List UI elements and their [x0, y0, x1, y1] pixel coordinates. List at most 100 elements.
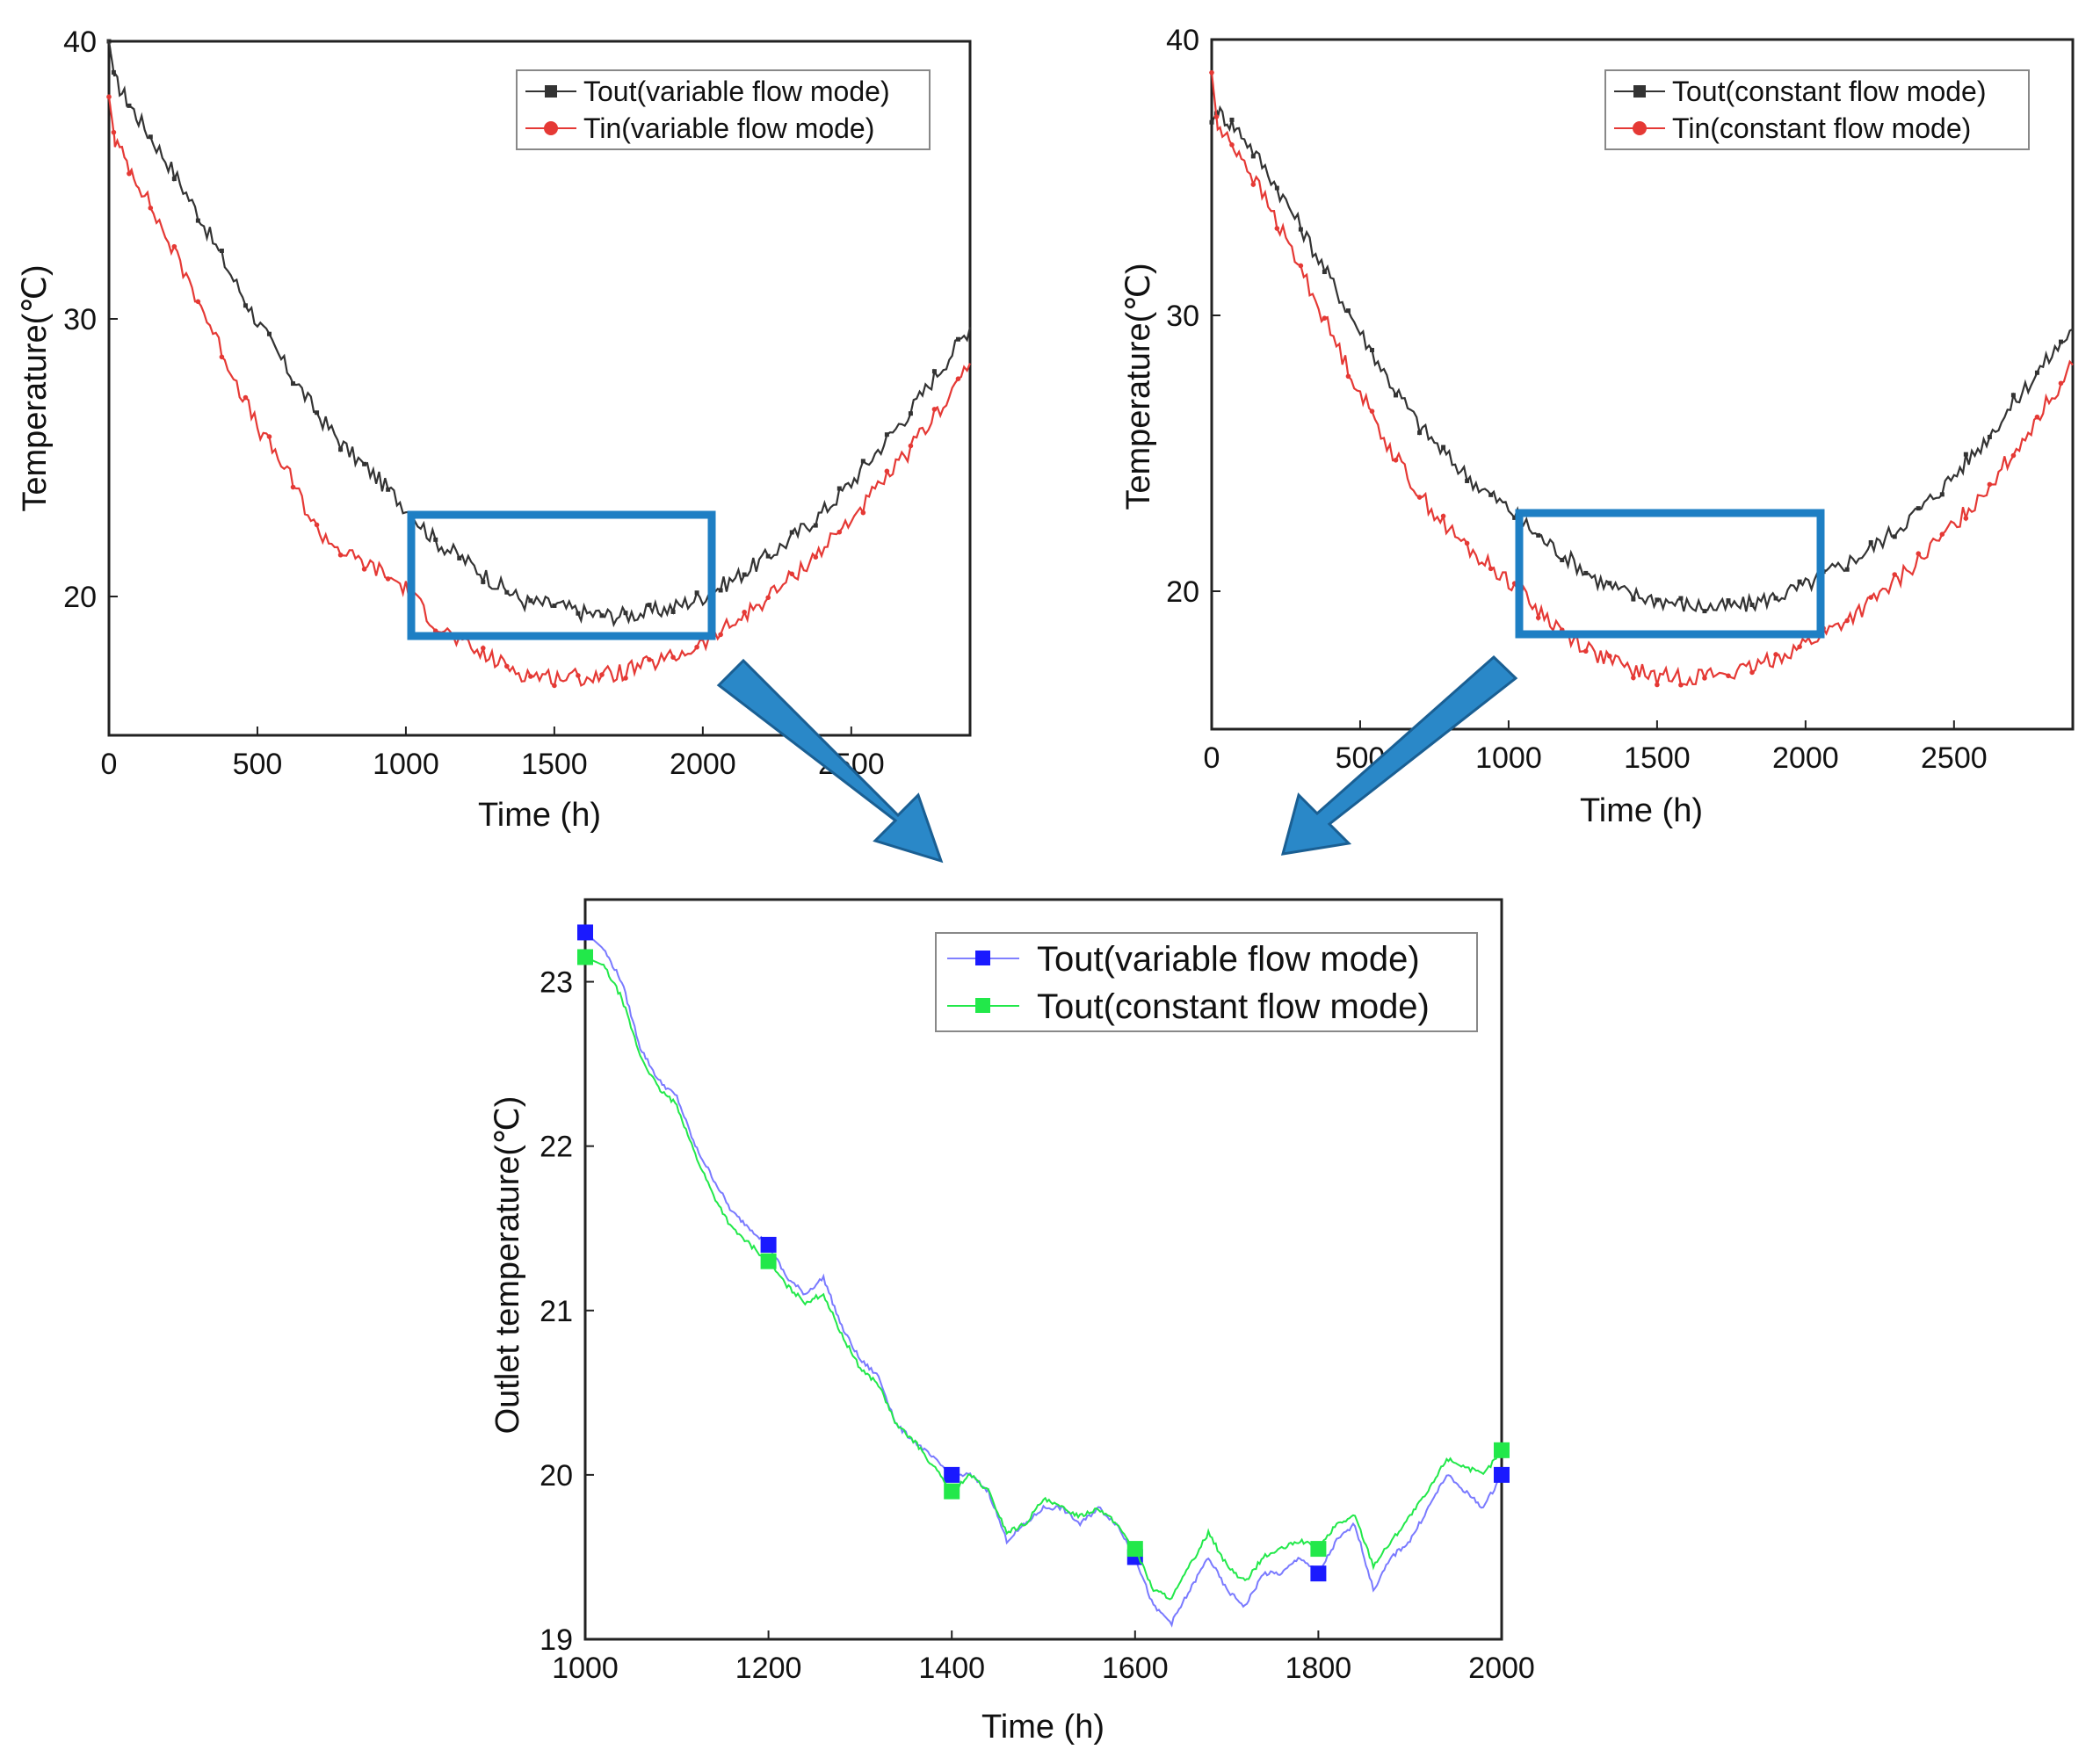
data-point: [2058, 339, 2063, 344]
data-point: [1250, 154, 1256, 159]
data-point: [243, 303, 248, 308]
data-point: [1844, 567, 1850, 572]
x-tick-label: 2000: [1772, 741, 1839, 775]
data-point: [760, 1236, 777, 1253]
x-tick-label: 1400: [918, 1652, 985, 1685]
data-point: [1209, 119, 1214, 125]
x-axis-title: Time (h): [1580, 792, 1703, 829]
series-layer: [577, 924, 1510, 1628]
data-point: [1464, 540, 1470, 546]
data-point: [127, 170, 132, 177]
data-point: [1394, 393, 1399, 398]
series-line: [584, 931, 1503, 1628]
data-point: [386, 487, 391, 492]
data-point: [599, 613, 605, 618]
data-point: [1494, 1442, 1510, 1458]
data-point: [1345, 308, 1351, 314]
data-point: [1892, 534, 1897, 539]
x-tick-label: 0: [1204, 741, 1220, 775]
data-point: [1465, 478, 1470, 483]
data-point: [1963, 452, 1968, 457]
highlight-box: [407, 510, 716, 640]
x-tick-label: 2000: [1468, 1652, 1535, 1685]
data-point: [670, 609, 676, 614]
data-point: [1844, 618, 1850, 624]
x-tick-label: 1800: [1285, 1652, 1352, 1685]
data-point: [171, 243, 177, 249]
x-tick-label: 1200: [735, 1652, 802, 1685]
data-point: [1488, 492, 1494, 497]
data-point: [1797, 579, 1802, 584]
data-point: [760, 1253, 777, 1269]
x-tick-label: 0: [101, 748, 118, 781]
series-line: [1210, 72, 2074, 687]
data-point: [1631, 675, 1636, 681]
data-point: [1322, 315, 1328, 321]
legend-label: Tout(constant flow mode): [1672, 76, 1987, 107]
legend: Tout(variable flow mode) Tin(variable fl…: [516, 69, 931, 150]
zoom-arrows: [716, 654, 1518, 864]
data-point: [1631, 596, 1636, 602]
data-point: [931, 407, 938, 412]
data-point: [1773, 596, 1778, 601]
legend-box: [1604, 69, 2030, 150]
data-point: [219, 248, 224, 253]
data-point: [433, 537, 438, 542]
data-point: [1310, 1541, 1327, 1558]
data-point: [860, 510, 866, 516]
data-point: [1607, 581, 1612, 586]
data-point: [1678, 596, 1684, 601]
plot-frame: [1210, 38, 2075, 731]
data-point: [504, 589, 510, 595]
data-point: [1916, 551, 1922, 556]
data-point: [576, 673, 581, 678]
legend-label: Tin(variable flow mode): [583, 112, 874, 144]
legend-marker-square: [1633, 85, 1646, 98]
data-point: [1702, 609, 1707, 614]
data-point: [2034, 370, 2039, 375]
data-point: [1749, 603, 1755, 608]
x-tick-label: 1600: [1102, 1652, 1169, 1685]
legend-box: [516, 69, 931, 150]
data-point: [908, 411, 913, 416]
y-tick-label: 30: [63, 303, 97, 336]
y-tick-label: 20: [63, 581, 97, 614]
data-point: [1209, 69, 1214, 76]
highlight-box: [1515, 509, 1825, 639]
x-axis-title: Time (h): [981, 1709, 1104, 1746]
data-point: [111, 129, 117, 135]
data-point: [1229, 117, 1235, 122]
data-point: [1274, 185, 1279, 191]
y-tick-label: 19: [540, 1623, 573, 1657]
series-line: [107, 40, 972, 628]
data-point: [362, 461, 367, 466]
data-point: [1607, 654, 1612, 659]
arrow-right-to-bottom: [1280, 654, 1518, 856]
data-point: [1939, 492, 1945, 497]
data-point: [694, 590, 699, 596]
data-point: [647, 603, 652, 608]
data-point: [127, 103, 132, 108]
legend-marker-circle: [1633, 121, 1647, 135]
data-point: [481, 579, 486, 584]
y-axis-title: Outlet temperature(℃): [489, 1096, 526, 1435]
data-point: [361, 567, 367, 572]
data-point: [528, 674, 533, 679]
legend-marker-square: [545, 85, 557, 98]
data-point: [1274, 226, 1280, 231]
data-point: [955, 376, 961, 382]
data-point: [1441, 445, 1446, 450]
data-point: [1987, 434, 1992, 439]
data-point: [694, 644, 699, 650]
data-point: [836, 486, 842, 491]
data-point: [1488, 566, 1494, 572]
data-point: [577, 924, 593, 941]
data-point: [1512, 515, 1517, 520]
legend: Tout(variable flow mode) Tout(constant f…: [935, 932, 1478, 1032]
series-layer: [106, 39, 972, 689]
data-point: [1963, 516, 1969, 521]
data-point: [1583, 570, 1589, 575]
data-point: [219, 354, 225, 360]
